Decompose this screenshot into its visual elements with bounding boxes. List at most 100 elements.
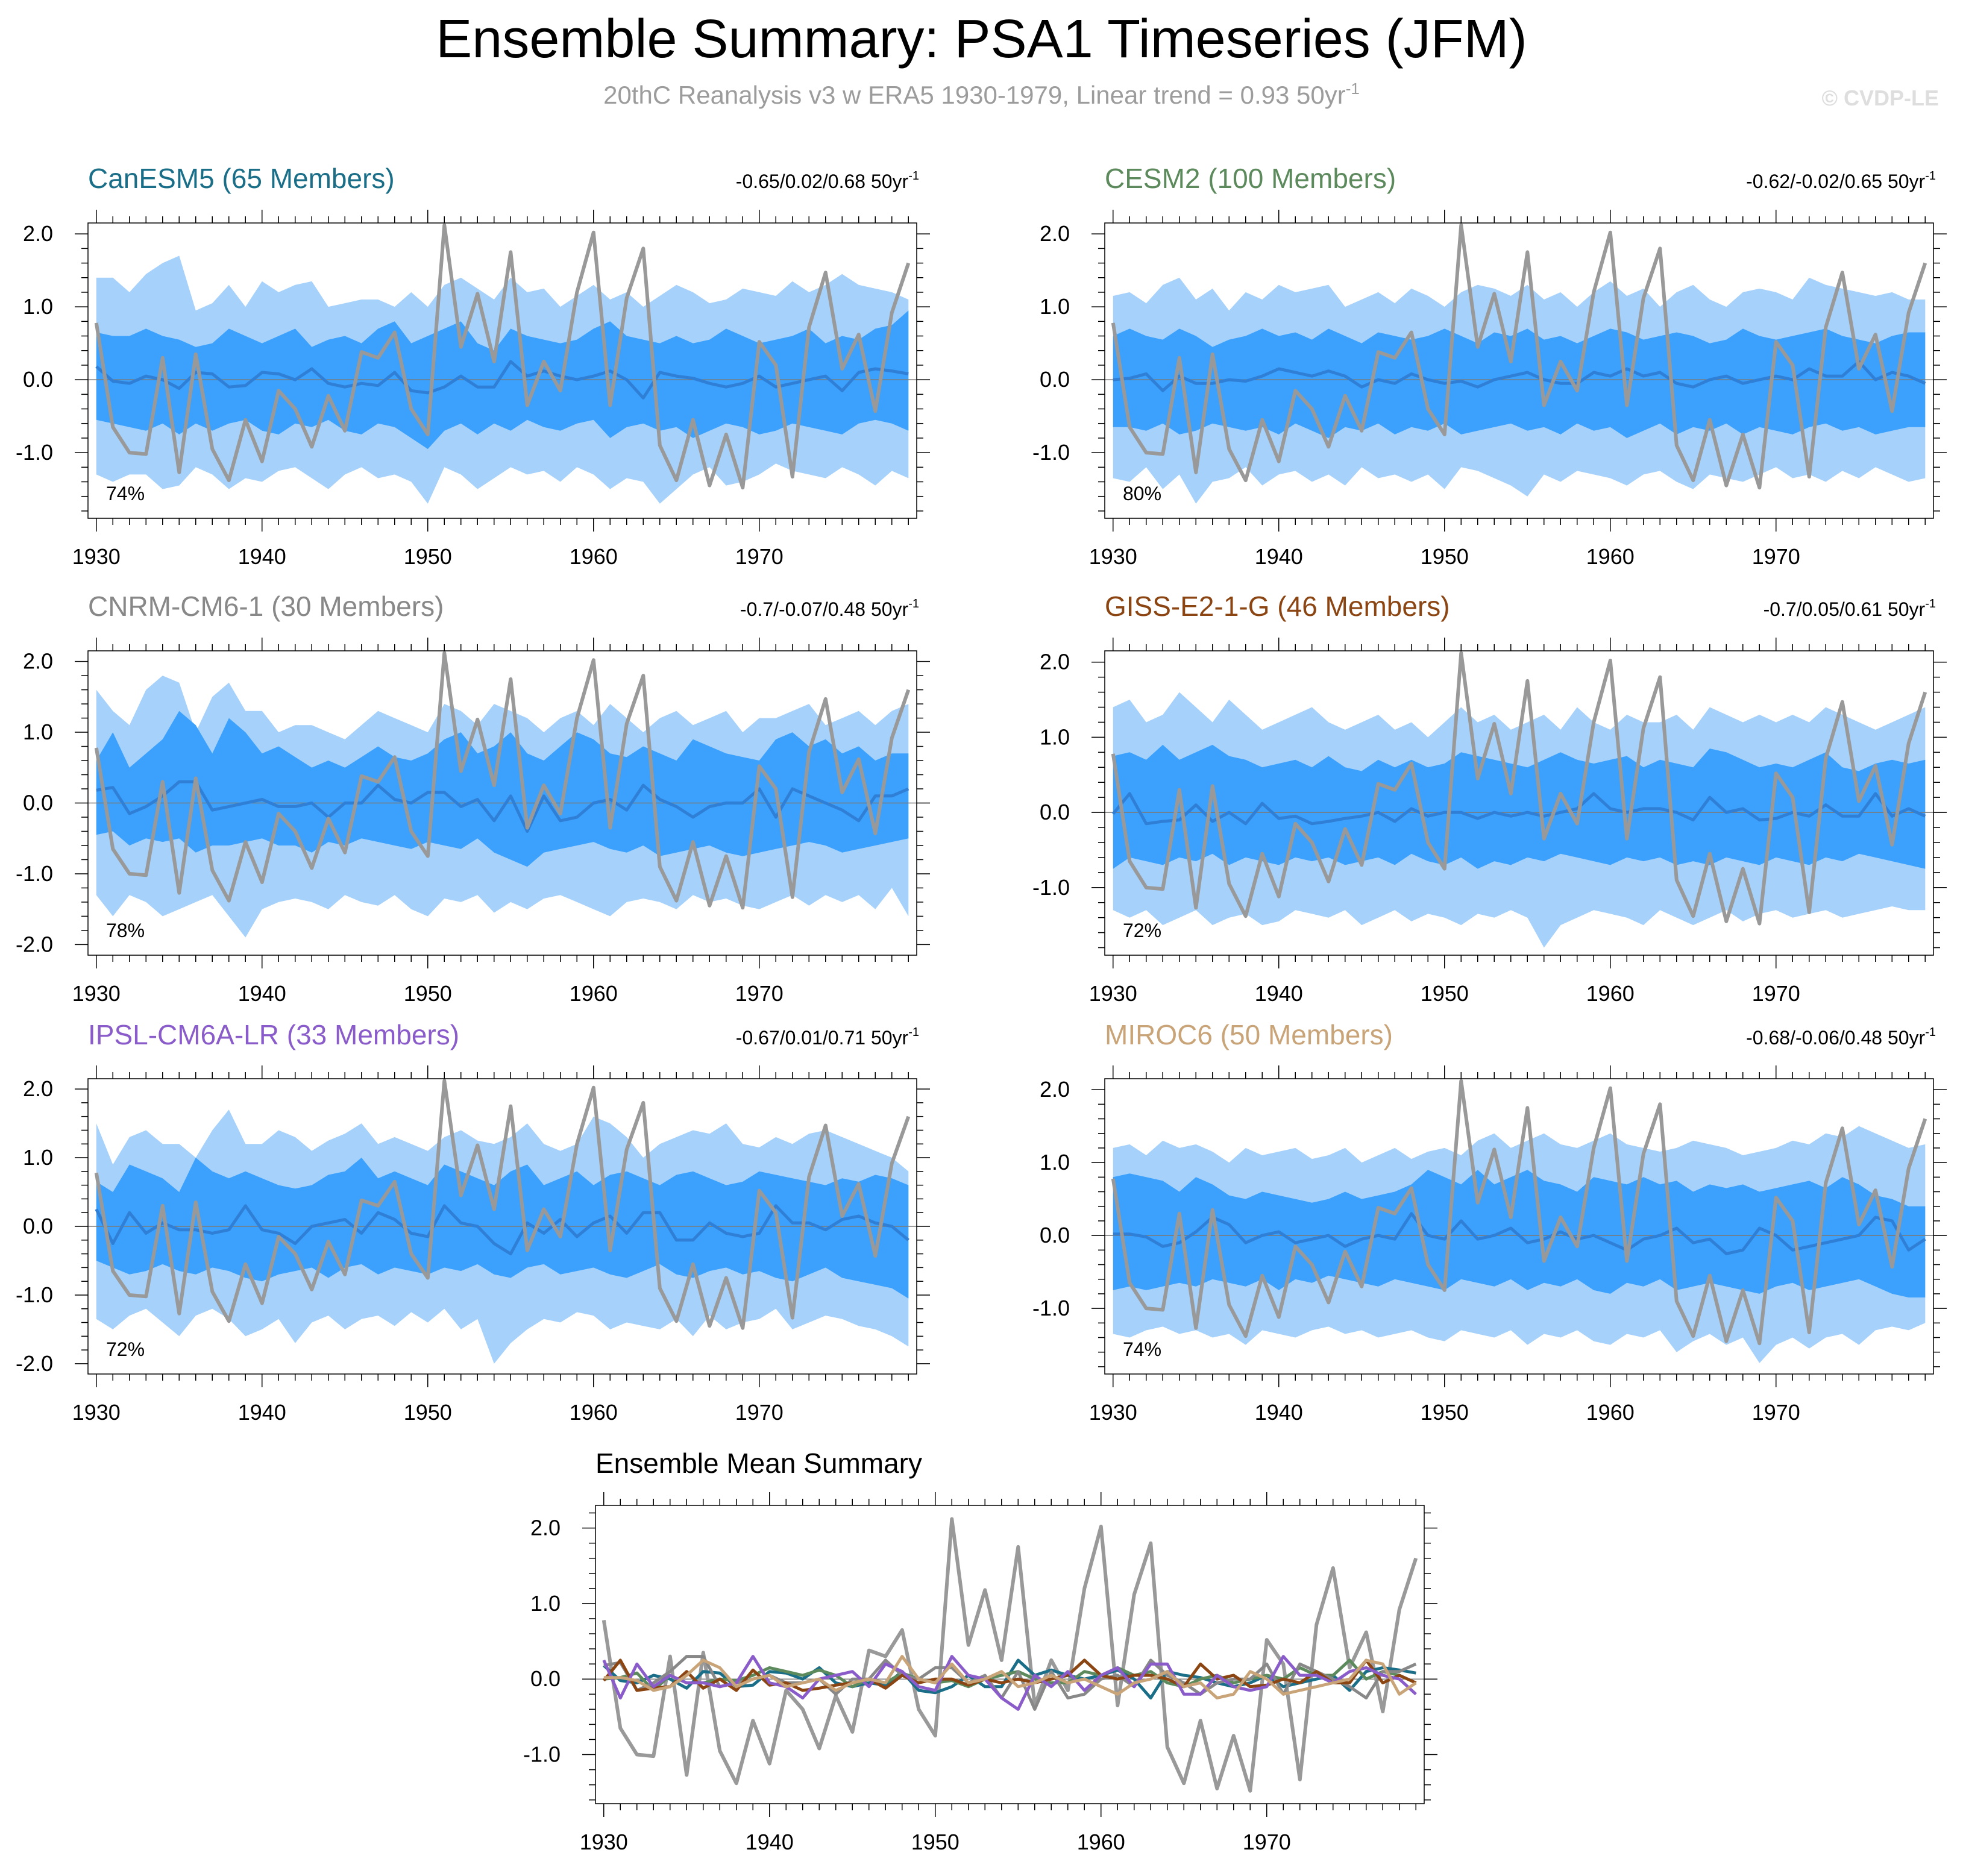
trend-value: -0.68/-0.06/0.48 50yr — [1746, 1027, 1925, 1049]
y-tick-label: 1.0 — [23, 720, 53, 744]
percent-label: 80% — [1123, 483, 1161, 504]
plot-area — [88, 223, 917, 504]
y-tick-label: 1.0 — [23, 1145, 53, 1170]
trend-superscript: -1 — [908, 169, 919, 183]
model-mean-line-5 — [602, 1655, 1417, 1711]
inner-spread-band — [1113, 744, 1926, 869]
percent-label: 72% — [1123, 920, 1161, 941]
x-tick-label: 1960 — [1586, 544, 1635, 569]
panel-title: GISS-E2-1-G (46 Members) — [1105, 591, 1450, 622]
plot-frame — [87, 222, 917, 519]
percent-label: 78% — [106, 920, 145, 941]
x-tick-label: 1960 — [570, 1400, 618, 1425]
chart-panel-3: CNRM-CM6-1 (30 Members) -0.7/-0.07/0.48 5… — [16, 591, 930, 1006]
percent-label: 74% — [1123, 1338, 1161, 1360]
trend-label: -0.7/0.05/0.61 50yr-1 — [1764, 597, 1936, 620]
y-tick-label: 0.0 — [1040, 800, 1070, 824]
chart-panel-5: IPSL-CM6A-LR (33 Members) -0.67/0.01/0.71… — [16, 1019, 930, 1425]
chart-panel-1: CanESM5 (65 Members) -0.65/0.02/0.68 50yr… — [16, 163, 930, 569]
plot-area — [88, 1079, 917, 1364]
y-tick-label: 1.0 — [23, 294, 53, 319]
panel-title: IPSL-CM6A-LR (33 Members) — [88, 1019, 459, 1050]
y-tick-label: 2.0 — [23, 221, 53, 246]
x-tick-label: 1950 — [404, 981, 452, 1006]
x-tick-label: 1930 — [580, 1830, 628, 1854]
y-tick-label: 0.0 — [23, 791, 53, 815]
x-tick-label: 1940 — [238, 544, 286, 569]
x-tick-label: 1940 — [746, 1830, 794, 1854]
chart-panel-4: GISS-E2-1-G (46 Members) -0.7/0.05/0.61 5… — [1032, 591, 1947, 1006]
panel-title: CNRM-CM6-1 (30 Members) — [88, 591, 444, 622]
y-tick-label: 0.0 — [530, 1666, 561, 1691]
x-tick-label: 1970 — [735, 1400, 784, 1425]
x-tick-label: 1940 — [1255, 1400, 1303, 1425]
x-tick-label: 1930 — [1089, 544, 1137, 569]
x-tick-label: 1940 — [238, 981, 286, 1006]
plot-frame — [1104, 650, 1934, 956]
panel-title: CanESM5 (65 Members) — [88, 163, 395, 194]
panel-title: MIROC6 (50 Members) — [1105, 1019, 1393, 1050]
x-tick-label: 1970 — [1752, 544, 1800, 569]
y-tick-label: -1.0 — [1032, 1296, 1070, 1320]
trend-label: -0.68/-0.06/0.48 50yr-1 — [1746, 1026, 1936, 1049]
x-tick-label: 1930 — [72, 1400, 121, 1425]
observed-line — [94, 1079, 911, 1330]
plot-area — [88, 651, 917, 938]
observed-line — [94, 651, 911, 910]
x-tick-label: 1970 — [1752, 981, 1800, 1006]
plot-area — [595, 1517, 1424, 1793]
y-tick-label: -1.0 — [16, 440, 53, 465]
trend-value: -0.62/-0.02/0.65 50yr — [1746, 171, 1925, 192]
ensemble-mean-line — [95, 360, 909, 400]
y-tick-label: 1.0 — [530, 1591, 561, 1616]
y-tick-label: 0.0 — [23, 1214, 53, 1238]
x-tick-label: 1960 — [570, 981, 618, 1006]
trend-superscript: -1 — [1925, 1026, 1936, 1039]
y-tick-label: -2.0 — [16, 932, 53, 956]
trend-value: -0.7/0.05/0.61 50yr — [1764, 598, 1926, 620]
y-tick-label: 2.0 — [1040, 1077, 1070, 1102]
model-mean-line-6 — [603, 1655, 1417, 1700]
y-tick-label: -1.0 — [523, 1742, 561, 1767]
observed-line — [1111, 1079, 1927, 1346]
y-tick-label: -1.0 — [16, 861, 53, 886]
subtitle: 20thC Reanalysis v3 w ERA5 1930-1979, Li… — [0, 80, 1963, 110]
x-tick-label: 1970 — [735, 981, 784, 1006]
y-tick-label: 2.0 — [530, 1516, 561, 1540]
y-tick-label: -1.0 — [1032, 440, 1070, 465]
x-tick-label: 1960 — [570, 544, 618, 569]
observed-line — [1111, 651, 1927, 926]
observed-line — [94, 223, 911, 490]
percent-label: 74% — [106, 483, 145, 504]
percent-label: 72% — [106, 1338, 145, 1360]
trend-label: -0.62/-0.02/0.65 50yr-1 — [1746, 169, 1936, 192]
y-tick-label: 2.0 — [1040, 221, 1070, 246]
trend-superscript: -1 — [908, 597, 919, 610]
x-tick-label: 1930 — [1089, 1400, 1137, 1425]
plot-area — [1105, 223, 1933, 504]
y-tick-label: 2.0 — [1040, 650, 1070, 674]
y-tick-label: 1.0 — [1040, 294, 1070, 319]
subtitle-text: 20thC Reanalysis v3 w ERA5 1930-1979, Li… — [603, 81, 1346, 109]
inner-spread-band — [1113, 328, 1926, 438]
x-tick-label: 1950 — [404, 544, 452, 569]
panel-title: CESM2 (100 Members) — [1105, 163, 1396, 194]
y-tick-label: -2.0 — [16, 1351, 53, 1376]
trend-label: -0.65/0.02/0.68 50yr-1 — [736, 169, 919, 192]
y-tick-label: -1.0 — [16, 1282, 53, 1307]
trend-value: -0.65/0.02/0.68 50yr — [736, 171, 909, 192]
y-tick-label: 0.0 — [1040, 1223, 1070, 1247]
trend-label: -0.7/-0.07/0.48 50yr-1 — [740, 597, 919, 620]
x-tick-label: 1950 — [1421, 544, 1469, 569]
x-tick-label: 1950 — [1421, 981, 1469, 1006]
chart-panel-7: Ensemble Mean Summary 1930 1940 1950 1960 197… — [523, 1448, 1437, 1854]
trend-superscript: -1 — [1925, 169, 1936, 183]
x-tick-label: 1930 — [72, 544, 121, 569]
y-tick-label: 2.0 — [23, 1076, 53, 1101]
ensemble-mean-line — [1113, 360, 1926, 392]
y-tick-label: 0.0 — [23, 367, 53, 392]
chart-panel-6: MIROC6 (50 Members) -0.68/-0.06/0.48 50yr… — [1032, 1019, 1947, 1425]
x-tick-label: 1970 — [1243, 1830, 1291, 1854]
x-tick-label: 1930 — [1089, 981, 1137, 1006]
x-tick-label: 1970 — [1752, 1400, 1800, 1425]
